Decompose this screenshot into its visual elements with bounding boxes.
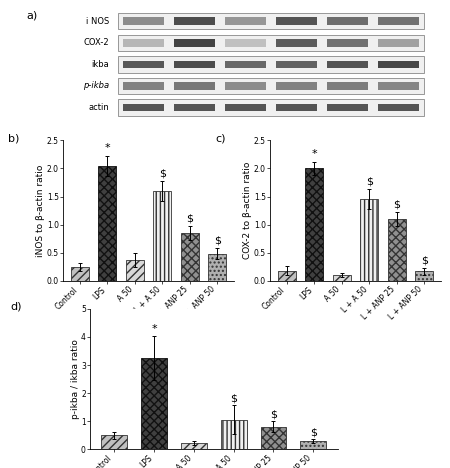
Bar — [225, 60, 266, 68]
Y-axis label: COX-2 to β-actin ratio: COX-2 to β-actin ratio — [243, 162, 252, 259]
Bar — [415, 271, 433, 281]
Bar — [225, 104, 266, 111]
Bar — [174, 104, 215, 111]
Text: c): c) — [215, 133, 226, 143]
Bar — [276, 39, 317, 46]
Bar — [118, 99, 424, 116]
Bar — [276, 82, 317, 90]
Bar — [220, 420, 247, 449]
Bar — [305, 168, 323, 281]
Bar — [360, 199, 378, 281]
Text: $: $ — [393, 199, 400, 210]
Text: $: $ — [270, 410, 277, 420]
Bar — [276, 17, 317, 25]
Text: *: * — [104, 143, 110, 153]
Bar — [174, 60, 215, 68]
Bar — [126, 260, 144, 281]
Bar — [276, 104, 317, 111]
Text: ikba: ikba — [92, 60, 109, 69]
Bar — [123, 104, 164, 111]
Text: COX-2: COX-2 — [84, 38, 109, 47]
Bar — [153, 191, 171, 281]
Bar — [174, 82, 215, 90]
Text: *: * — [151, 324, 157, 334]
Bar — [327, 82, 368, 90]
Bar — [327, 104, 368, 111]
Text: p-ikba: p-ikba — [83, 81, 109, 90]
Bar — [181, 233, 199, 281]
Text: i NOS: i NOS — [86, 16, 109, 26]
Bar — [118, 78, 424, 94]
Bar — [225, 17, 266, 25]
Bar — [333, 275, 351, 281]
Bar — [174, 17, 215, 25]
Text: $: $ — [366, 176, 373, 186]
Text: actin: actin — [89, 103, 109, 112]
Bar — [261, 427, 287, 449]
Bar — [278, 271, 296, 281]
Bar — [378, 104, 419, 111]
Text: $: $ — [186, 213, 193, 224]
Text: $: $ — [310, 427, 317, 437]
Bar — [118, 35, 424, 51]
Bar — [276, 60, 317, 68]
Y-axis label: iNOS to β-actin ratio: iNOS to β-actin ratio — [36, 164, 45, 257]
Bar — [118, 56, 424, 73]
Bar — [327, 39, 368, 46]
Y-axis label: p-ikba / ikba ratio: p-ikba / ikba ratio — [71, 339, 80, 419]
Bar — [118, 13, 424, 29]
Bar — [123, 17, 164, 25]
Text: d): d) — [11, 302, 22, 312]
Bar — [98, 166, 116, 281]
Bar — [378, 82, 419, 90]
Bar — [225, 82, 266, 90]
Bar — [208, 254, 226, 281]
Bar — [388, 219, 406, 281]
Text: $: $ — [214, 235, 221, 245]
Text: a): a) — [27, 10, 38, 21]
Bar — [141, 358, 167, 449]
Bar — [300, 441, 326, 449]
Text: $: $ — [230, 394, 237, 404]
Bar — [327, 60, 368, 68]
Text: b): b) — [8, 133, 20, 143]
Bar — [181, 443, 207, 449]
Text: *: * — [311, 149, 317, 159]
Bar — [123, 82, 164, 90]
Bar — [378, 39, 419, 46]
Bar — [378, 60, 419, 68]
Bar — [101, 435, 127, 449]
Bar — [123, 39, 164, 46]
Bar — [71, 267, 89, 281]
Bar — [327, 17, 368, 25]
Bar — [378, 17, 419, 25]
Text: $: $ — [421, 255, 428, 265]
Text: $: $ — [159, 168, 166, 178]
Bar — [225, 39, 266, 46]
Bar — [174, 39, 215, 46]
Bar — [123, 60, 164, 68]
